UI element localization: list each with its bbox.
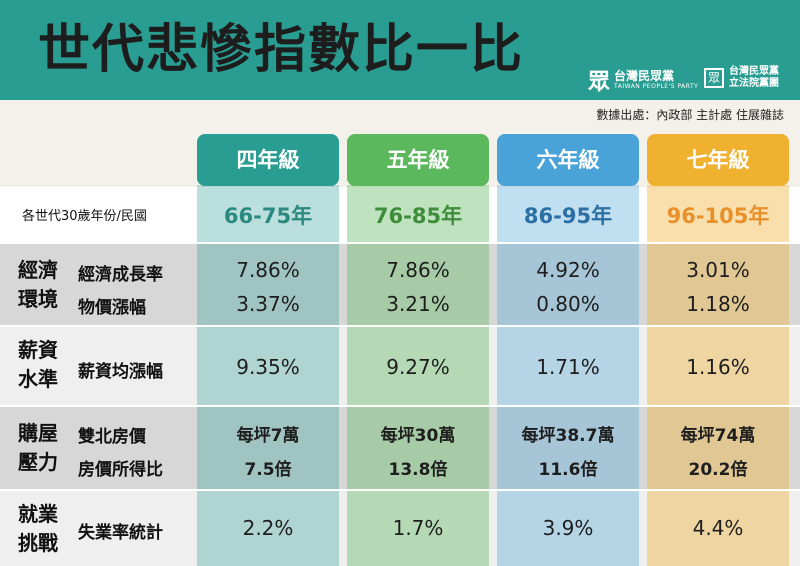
age30-row-label: 各世代30歲年份/民國 xyxy=(22,209,147,224)
page-title: 世代悲慘指數比一比 xyxy=(38,20,525,80)
housing-row-band xyxy=(0,406,800,490)
party-name: 台灣民眾黨 xyxy=(614,69,675,83)
housing-category-line2: 壓力 xyxy=(18,450,58,474)
housing-category-line1: 購屋 xyxy=(18,421,58,445)
gen5-header: 五年級 xyxy=(347,134,489,186)
row-divider xyxy=(0,325,800,327)
gen4-years: 66-75年 xyxy=(223,204,313,228)
row-divider xyxy=(0,405,800,407)
gen7-column xyxy=(647,185,789,566)
gen4-ratio: 7.5倍 xyxy=(244,460,292,480)
caucus-logo: 眾 台灣民眾黨 立法院黨團 xyxy=(704,66,779,90)
gen5-ratio: 13.8倍 xyxy=(388,460,448,480)
economy-category-line2: 環境 xyxy=(18,287,58,311)
gen6-unemployment: 3.9% xyxy=(542,516,594,540)
party-name-en: TAIWAN PEOPLE'S PARTY xyxy=(614,83,699,90)
gen7-years: 96-105年 xyxy=(666,204,770,228)
gen4-column xyxy=(197,185,339,566)
economy-row-band xyxy=(0,243,800,326)
party-logo-icon: 眾 xyxy=(588,70,611,95)
wage-label: 薪資均漲幅 xyxy=(78,362,163,382)
gen5-prices: 3.21% xyxy=(386,292,450,316)
gen5-growth: 7.86% xyxy=(386,258,450,282)
gen4-unemployment: 2.2% xyxy=(242,516,294,540)
gen5-house-price: 每坪30萬 xyxy=(380,426,456,446)
gen4-house-price: 每坪7萬 xyxy=(236,426,300,446)
unemployment-label: 失業率統計 xyxy=(78,523,163,543)
row-divider xyxy=(0,242,800,244)
caucus-line1: 台灣民眾黨 xyxy=(729,66,779,77)
gen7-house-price: 每坪74萬 xyxy=(680,426,756,446)
gen4-growth: 7.86% xyxy=(236,258,300,282)
gen7-ratio: 20.2倍 xyxy=(688,460,748,480)
economy-category-line1: 經濟 xyxy=(18,258,58,282)
title-banner xyxy=(0,0,800,100)
year-row-band xyxy=(0,187,800,243)
gen6-house-price: 每坪38.7萬 xyxy=(521,426,615,446)
gen7-wage: 1.16% xyxy=(686,355,750,379)
gen4-wage: 9.35% xyxy=(236,355,300,379)
gen7-growth: 3.01% xyxy=(686,258,750,282)
gen6-wage: 1.71% xyxy=(536,355,600,379)
caucus-line2: 立法院黨團 xyxy=(729,78,779,89)
gen6-column xyxy=(497,185,639,566)
row-divider xyxy=(0,489,800,491)
party-logo: 眾 台灣民眾黨 TAIWAN PEOPLE'S PARTY xyxy=(588,64,698,96)
gen7-header: 七年級 xyxy=(647,134,789,186)
gen4-prices: 3.37% xyxy=(236,292,300,316)
gen6-header: 六年級 xyxy=(497,134,639,186)
house-price-label: 雙北房價 xyxy=(78,427,146,447)
salary-category-line2: 水準 xyxy=(18,367,58,391)
price-label: 物價漲幅 xyxy=(78,298,146,318)
gen6-years: 86-95年 xyxy=(523,204,613,228)
gen5-wage: 9.27% xyxy=(386,355,450,379)
salary-category-line1: 薪資 xyxy=(18,338,58,362)
gen7-prices: 1.18% xyxy=(686,292,750,316)
gen5-years: 76-85年 xyxy=(373,204,463,228)
gen7-unemployment: 4.4% xyxy=(692,516,744,540)
salary-row-band xyxy=(0,326,800,406)
jobs-category-line1: 就業 xyxy=(18,502,58,526)
jobs-category-line2: 挑戰 xyxy=(18,531,58,555)
gen6-growth: 4.92% xyxy=(536,258,600,282)
gen6-prices: 0.80% xyxy=(536,292,600,316)
growth-label: 經濟成長率 xyxy=(78,265,163,285)
gen5-column xyxy=(347,185,489,566)
gen4-header: 四年級 xyxy=(197,134,339,186)
ratio-label: 房價所得比 xyxy=(78,460,163,480)
caucus-logo-icon: 眾 xyxy=(704,68,724,88)
gen5-unemployment: 1.7% xyxy=(392,516,444,540)
jobs-row-band xyxy=(0,490,800,566)
data-source: 數據出處：內政部 主計處 住展雜誌 xyxy=(596,108,784,122)
gen6-ratio: 11.6倍 xyxy=(538,460,598,480)
